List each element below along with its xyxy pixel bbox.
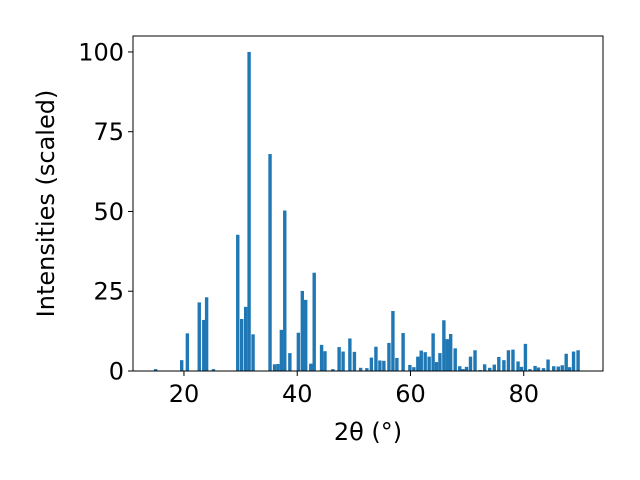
bar <box>391 311 395 371</box>
bar <box>536 367 541 371</box>
bar <box>243 306 248 371</box>
y-tick-label: 50 <box>93 198 124 226</box>
bar <box>312 272 316 371</box>
bar <box>448 333 453 371</box>
bar <box>556 366 560 371</box>
bar <box>304 299 308 371</box>
bar <box>204 297 209 371</box>
bar <box>482 364 487 371</box>
bar <box>283 210 287 371</box>
bar <box>427 356 431 371</box>
bar <box>412 367 416 371</box>
bar <box>358 367 363 371</box>
bar <box>423 352 427 371</box>
bar <box>541 368 546 371</box>
y-axis-label: Intensities (scaled) <box>32 90 60 318</box>
bar <box>468 356 473 371</box>
bar <box>309 363 313 371</box>
x-tick-label: 60 <box>395 380 426 408</box>
bar <box>516 361 520 371</box>
plot-frame <box>132 35 604 372</box>
y-tick-label: 0 <box>109 358 124 386</box>
bar <box>506 350 511 371</box>
bar <box>546 359 550 371</box>
bar <box>251 334 255 371</box>
bar <box>197 302 201 371</box>
x-tick-label: 20 <box>169 380 200 408</box>
bar <box>567 367 572 371</box>
bar <box>464 366 469 371</box>
bar <box>438 353 442 371</box>
bar <box>488 367 492 371</box>
bar <box>461 369 465 371</box>
bar <box>576 350 580 371</box>
bar <box>492 364 496 371</box>
bar <box>453 348 457 371</box>
bar <box>352 351 357 371</box>
bar <box>408 364 412 371</box>
bar <box>519 366 524 371</box>
bar <box>382 360 386 371</box>
x-tick-label: 80 <box>508 380 539 408</box>
bar <box>323 351 327 371</box>
bar <box>272 364 277 371</box>
bar <box>497 356 501 371</box>
bar <box>473 350 477 371</box>
bar <box>458 366 462 371</box>
bar <box>571 351 576 371</box>
bar <box>180 360 184 371</box>
bar <box>348 338 352 371</box>
bar <box>240 319 244 371</box>
bar <box>202 319 206 371</box>
bar <box>153 369 158 371</box>
bar <box>378 360 382 371</box>
bar <box>395 357 399 371</box>
bar <box>431 333 435 371</box>
bar <box>369 357 374 371</box>
bar <box>528 369 532 371</box>
x-axis-label: 2θ (°) <box>334 418 402 446</box>
y-tick-label: 100 <box>78 38 124 66</box>
bar <box>337 347 341 371</box>
bar <box>296 332 301 371</box>
bar <box>300 290 305 371</box>
bar <box>185 333 190 371</box>
bar <box>416 356 420 371</box>
bar <box>387 342 391 371</box>
bar <box>511 349 515 371</box>
bar <box>419 350 423 371</box>
y-axis-ticks: 0 25 50 75 100 <box>78 38 133 386</box>
bar <box>560 365 564 371</box>
bar <box>331 369 335 371</box>
y-tick-label: 75 <box>93 118 124 146</box>
bar <box>564 353 568 371</box>
bar <box>319 344 324 371</box>
bar <box>236 234 240 371</box>
bar <box>341 351 345 371</box>
x-tick-label: 40 <box>282 380 313 408</box>
bar <box>288 353 292 371</box>
bar <box>247 51 251 371</box>
bar <box>268 154 272 371</box>
bar <box>552 366 556 371</box>
bar <box>434 362 439 371</box>
bar <box>523 343 528 371</box>
bar <box>442 320 446 371</box>
bar <box>445 339 449 371</box>
bar-series <box>153 51 580 371</box>
bar <box>276 363 280 371</box>
bar <box>533 365 537 371</box>
bar <box>279 329 284 371</box>
bar <box>365 368 369 371</box>
x-axis-ticks: 20 40 60 80 <box>169 371 539 408</box>
bar <box>211 369 216 371</box>
bar <box>401 333 405 371</box>
bar <box>502 360 506 371</box>
y-tick-label: 25 <box>93 278 124 306</box>
bar <box>374 346 378 371</box>
